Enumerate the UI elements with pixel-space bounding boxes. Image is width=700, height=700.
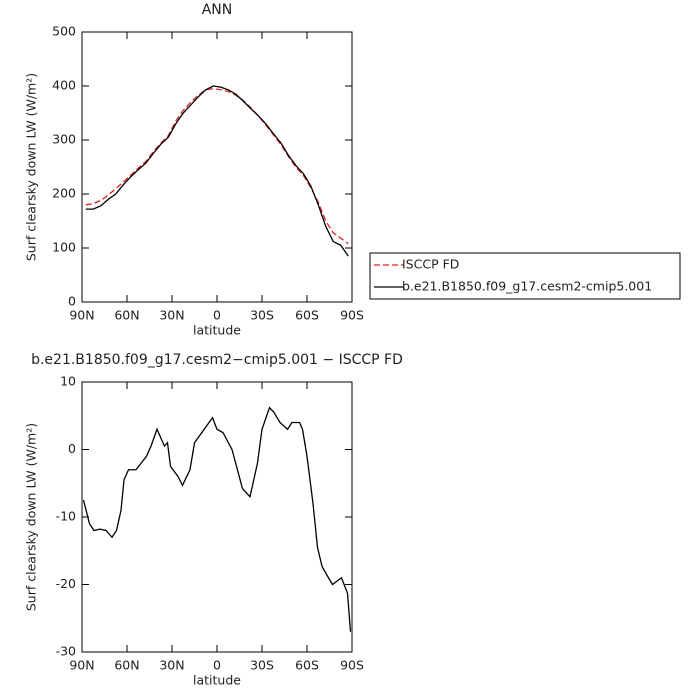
y-axis-label: Surf clearsky down LW (W/m²) xyxy=(24,73,39,261)
y-tick-label: 300 xyxy=(52,132,76,147)
x-tick-label: 90N xyxy=(69,658,94,673)
x-tick-label: 30N xyxy=(159,308,184,323)
y-tick-label: 200 xyxy=(52,186,76,201)
x-tick-label: 90S xyxy=(340,658,364,673)
y-tick-label: 10 xyxy=(60,374,76,389)
x-tick-label: 60N xyxy=(114,658,139,673)
x-tick-label: 90S xyxy=(340,308,364,323)
x-tick-label: 60N xyxy=(114,308,139,323)
y-tick-label: 500 xyxy=(52,24,76,39)
x-tick-label: 0 xyxy=(213,658,221,673)
plot-frame xyxy=(81,31,353,303)
data-line xyxy=(85,85,349,257)
y-tick-label: 0 xyxy=(68,294,76,309)
plot-frame xyxy=(81,381,353,653)
legend-label: ISCCP FD xyxy=(402,257,459,272)
y-tick-label: -30 xyxy=(56,644,76,659)
data-line xyxy=(82,406,352,632)
data-line xyxy=(85,88,349,245)
x-tick-label: 30S xyxy=(250,308,274,323)
legend-label: b.e21.B1850.f09_g17.cesm2-cmip5.001 xyxy=(402,279,652,294)
x-tick-label: 30S xyxy=(250,658,274,673)
x-tick-label: 60S xyxy=(295,658,319,673)
x-axis-label: latitude xyxy=(193,323,241,338)
y-tick-label: 0 xyxy=(68,441,76,456)
legend-box xyxy=(369,252,681,300)
x-tick-label: 60S xyxy=(295,308,319,323)
x-tick-label: 30N xyxy=(159,658,184,673)
x-axis-label: latitude xyxy=(193,673,241,688)
x-tick-label: 90N xyxy=(69,308,94,323)
x-tick-label: 0 xyxy=(213,308,221,323)
chart-title: b.e21.B1850.f09_g17.cesm2−cmip5.001 − IS… xyxy=(31,352,403,368)
chart-title: ANN xyxy=(202,2,233,18)
y-tick-label: -10 xyxy=(56,509,76,524)
y-tick-label: 100 xyxy=(52,240,76,255)
y-axis-label: Surf clearsky down LW (W/m²) xyxy=(24,423,39,611)
y-tick-label: -20 xyxy=(56,576,76,591)
y-tick-label: 400 xyxy=(52,78,76,93)
